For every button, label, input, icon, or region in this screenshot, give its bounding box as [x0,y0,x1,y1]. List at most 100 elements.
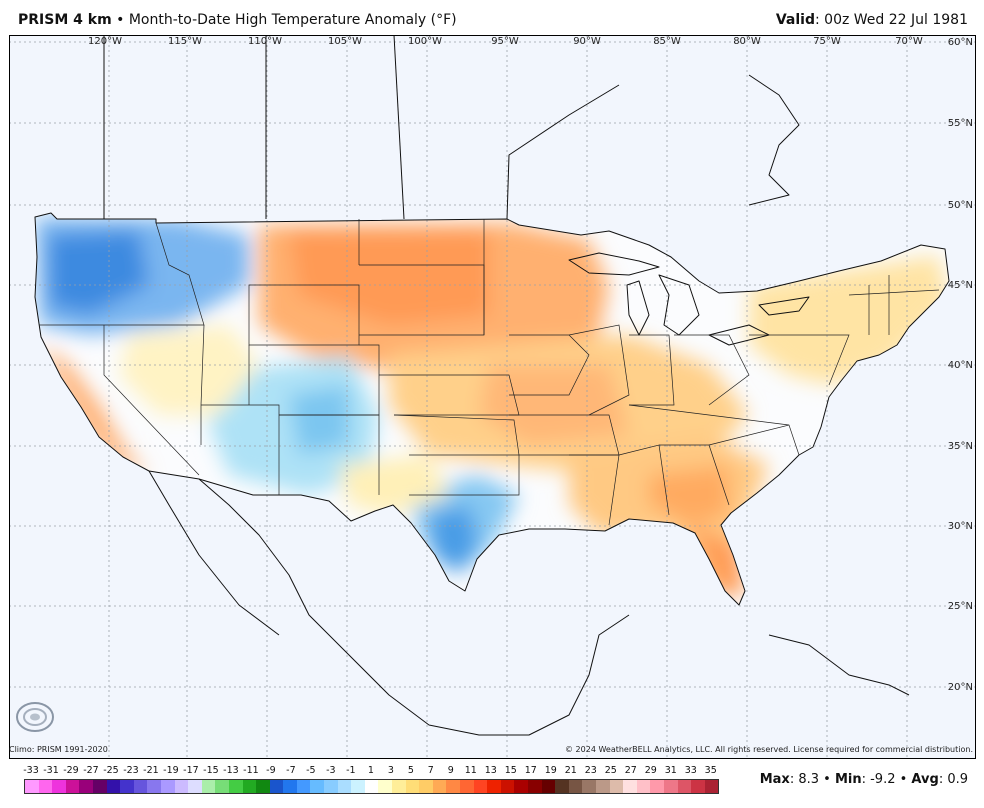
colorbar-swatch [310,780,325,793]
lon-label: 80°W [733,36,761,47]
stats: Max: 8.3 • Min: -9.2 • Avg: 0.9 [760,772,968,787]
colorbar-swatch [541,780,556,793]
colorbar-swatch [79,780,93,793]
colorbar-swatch [555,780,569,793]
legend-tick-label: -19 [163,765,179,776]
min-value: : -9.2 [861,772,896,787]
colorbar-swatch [527,780,542,793]
weatherbell-logo [13,695,103,737]
legend-tick-label: 3 [387,765,394,776]
colorbar-swatch [283,780,297,793]
colorbar-swatch [636,780,651,793]
color-legend: -33 -31 -29 -27 -25 -23 -21 -19 -17 -15 -13 -11 -9 -7… [14,763,720,807]
lon-label: 120°W [88,36,122,47]
latitude-labels: 60°N 55°N 50°N 45°N 40°N 35°N 30°N 25°N … [948,37,973,693]
colorbar-swatch [201,780,216,793]
colorbar-swatch [473,780,488,793]
copyright-note: © 2024 WeatherBELL Analytics, LLC. All r… [565,745,973,754]
legend-tick-label: -5 [306,765,316,776]
valid-time: Valid: 00z Wed 22 Jul 1981 [776,12,968,28]
colorbar-swatch [52,780,66,793]
legend-tick-label: -29 [63,765,79,776]
colorbar-swatch [174,780,189,793]
colorbar-swatch [92,780,107,793]
legend-tick-label: -3 [326,765,336,776]
climo-note: Climo: PRISM 1991-2020 [9,745,108,754]
colorbar-swatch [419,780,433,793]
legend-tick-label: 35 [704,765,717,776]
colorbar-swatch [133,780,148,793]
colorbar-swatch [500,780,515,793]
lon-label: 95°W [491,36,519,47]
anomaly-map: 120°W 115°W 110°W 105°W 100°W 95°W 90°W … [9,35,976,759]
legend-tick-label: 13 [484,765,497,776]
legend-tick-label: -17 [183,765,199,776]
legend-tick-label: 27 [624,765,637,776]
lon-label: 70°W [895,36,923,47]
colorbar-swatch [677,780,692,793]
max-label: Max [759,772,790,787]
legend-tick-label: -7 [286,765,296,776]
lon-label: 110°W [248,36,282,47]
colorbar-swatch [704,780,719,793]
legend-tick-label: -27 [83,765,99,776]
lon-label: 100°W [408,36,442,47]
valid-time-value: : 00z Wed 22 Jul 1981 [815,12,968,28]
colorbar-swatch [432,780,447,793]
lat-label: 40°N [948,360,973,371]
legend-tick-label: -31 [43,765,59,776]
colorbar-swatch [228,780,243,793]
colorbar-swatch [582,780,596,793]
lat-label: 50°N [948,200,973,211]
longitude-labels: 120°W 115°W 110°W 105°W 100°W 95°W 90°W … [88,36,923,47]
title-separator: • [116,12,125,28]
colorbar-swatch [405,780,420,793]
lon-label: 105°W [328,36,362,47]
avg-value: : 0.9 [938,772,968,787]
map-canvas: 120°W 115°W 110°W 105°W 100°W 95°W 90°W … [9,35,976,759]
colorbar-swatch [147,780,161,793]
legend-tick-label: 33 [684,765,697,776]
legend-tick-label: -25 [103,765,119,776]
colorbar-swatch [364,780,379,793]
colorbar-swatch [487,780,501,793]
legend-tick-label: -1 [346,765,356,776]
lat-label: 60°N [948,37,973,48]
legend-tick-label: 17 [524,765,537,776]
legend-tick-label: 19 [544,765,557,776]
lat-label: 30°N [948,521,973,532]
lat-label: 55°N [948,118,973,129]
colorbar-swatch [514,780,528,793]
colorbar-swatch [392,780,406,793]
colorbar-swatch [25,780,39,793]
colorbar-swatch [120,780,134,793]
legend-tick-label: 1 [367,765,374,776]
state-lines [39,219,940,526]
valid-label: Valid [775,12,815,28]
lat-label: 20°N [948,682,973,693]
legend-tick-label: 7 [427,765,434,776]
colorbar [24,779,720,794]
colorbar-swatch [650,780,664,793]
lon-label: 90°W [573,36,601,47]
colorbar-swatch [378,780,393,793]
legend-tick-label: -33 [23,765,39,776]
legend-tick-label: -11 [243,765,259,776]
colorbar-swatch [324,780,338,793]
stats-sep: • [819,772,835,787]
legend-tick-label: 29 [644,765,657,776]
colorbar-swatch [609,780,624,793]
lon-label: 85°W [653,36,681,47]
colorbar-swatch [296,780,311,793]
colorbar-swatch [256,780,270,793]
max-value: : 8.3 [789,772,819,787]
legend-tick-label: 5 [407,765,414,776]
lat-label: 45°N [948,280,973,291]
colorbar-swatch [623,780,637,793]
boundaries [34,35,950,736]
product-description: Month-to-Date High Temperature Anomaly (… [128,12,457,28]
legend-tick-label: -21 [143,765,159,776]
legend-tick-label: 9 [447,765,454,776]
lat-label: 35°N [948,441,973,452]
stats-sep: • [895,772,912,787]
